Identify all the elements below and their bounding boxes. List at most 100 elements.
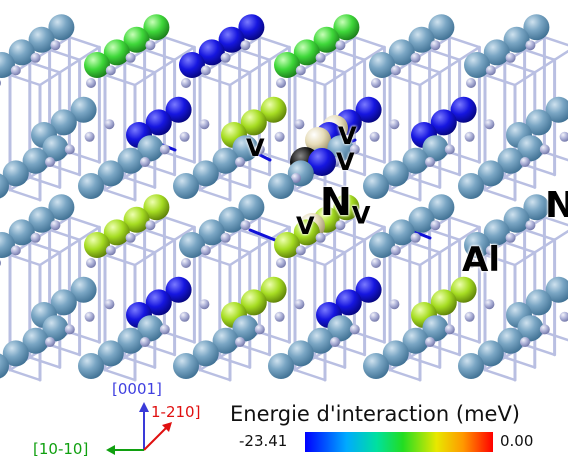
bond: [543, 330, 568, 342]
n-atom: [539, 324, 550, 335]
bond: [293, 73, 327, 87]
bond: [353, 215, 386, 229]
bond: [68, 35, 101, 49]
v-marker-2: V: [338, 122, 357, 150]
al-atom: [464, 232, 490, 258]
al-atom: [274, 52, 300, 78]
bond: [103, 73, 137, 87]
al-atom: [78, 173, 104, 199]
al-atom: [517, 315, 544, 342]
al-atom: [103, 219, 130, 246]
al-atom: [50, 109, 77, 136]
n-atom: [369, 131, 380, 142]
al-atom: [42, 315, 69, 342]
nv-label: NV: [320, 180, 371, 230]
bond: [28, 61, 62, 74]
n-atom: [430, 40, 441, 51]
n-atom: [220, 52, 231, 63]
n-atom: [10, 245, 21, 256]
bond: [133, 225, 196, 267]
n-atom: [235, 337, 245, 347]
al-atom: [48, 194, 75, 221]
al-atom: [363, 173, 389, 199]
bond: [543, 215, 568, 227]
al-atom: [497, 147, 524, 174]
bond: [123, 241, 157, 254]
n-atom: [64, 324, 75, 335]
bond: [258, 330, 291, 344]
al-atom: [123, 206, 150, 233]
bond: [448, 330, 481, 344]
al-atom: [450, 96, 477, 123]
v-marker-1: V: [246, 134, 265, 162]
n-atom: [50, 220, 61, 231]
al-atom: [335, 289, 362, 316]
al-atom: [450, 276, 477, 303]
al-atom: [192, 160, 219, 187]
n-atom: [181, 78, 191, 88]
al-atom: [84, 52, 110, 78]
bond: [163, 35, 196, 49]
bond: [143, 228, 176, 242]
bond: [418, 225, 481, 267]
bond: [163, 215, 196, 229]
al-atom: [402, 327, 429, 354]
bond: [198, 73, 232, 87]
n-atom: [410, 232, 421, 243]
bond: [333, 228, 366, 242]
bond: [238, 48, 271, 62]
al-atom: [503, 206, 530, 233]
bond: [8, 188, 42, 202]
axis-label-horizontal: [10-10]: [33, 440, 89, 458]
bond: [198, 253, 232, 267]
bond: [293, 253, 327, 267]
bond: [523, 163, 556, 177]
al-atom: [165, 96, 192, 123]
n-atom: [559, 311, 568, 322]
n-edge-label: N: [545, 185, 568, 226]
bond: [408, 176, 442, 189]
al-atom: [313, 26, 340, 53]
colorbar-title: Energie d'interaction (meV): [230, 402, 521, 426]
al-atom: [408, 206, 435, 233]
n-atom: [276, 258, 286, 268]
n-atom: [0, 80, 1, 86]
bond: [483, 253, 517, 267]
bond: [38, 45, 101, 87]
bond: [428, 228, 461, 242]
al-atom: [42, 135, 69, 162]
bond: [513, 229, 568, 267]
bond: [428, 48, 461, 62]
n-atom: [525, 40, 536, 51]
bond: [123, 61, 157, 74]
al-atom: [28, 206, 55, 233]
al-atom: [428, 14, 455, 41]
al-atom: [293, 39, 320, 66]
al-atom: [355, 276, 382, 303]
al-atom: [173, 353, 199, 379]
al-atom: [355, 96, 382, 123]
bond: [218, 176, 252, 189]
n-atom: [105, 65, 116, 76]
al-atom: [97, 160, 124, 187]
n-atom: [30, 52, 41, 63]
al-atom: [218, 206, 245, 233]
al-atom: [137, 315, 164, 342]
n-atom: [294, 119, 305, 130]
bond: [428, 343, 461, 357]
bond: [198, 368, 232, 382]
bond: [258, 150, 291, 164]
bond: [543, 150, 568, 162]
bond: [133, 45, 196, 87]
bond: [523, 48, 556, 62]
colorbar-max-label: 0.00: [500, 432, 534, 450]
al-atom: [503, 26, 530, 53]
al-atom: [0, 353, 9, 379]
al-atom: [48, 14, 75, 41]
n-atom: [45, 337, 55, 347]
al-atom: [477, 340, 504, 367]
al-atom: [143, 194, 170, 221]
al-atom: [260, 276, 287, 303]
n-atom: [159, 324, 170, 335]
bond-lattice: [8, 35, 568, 382]
